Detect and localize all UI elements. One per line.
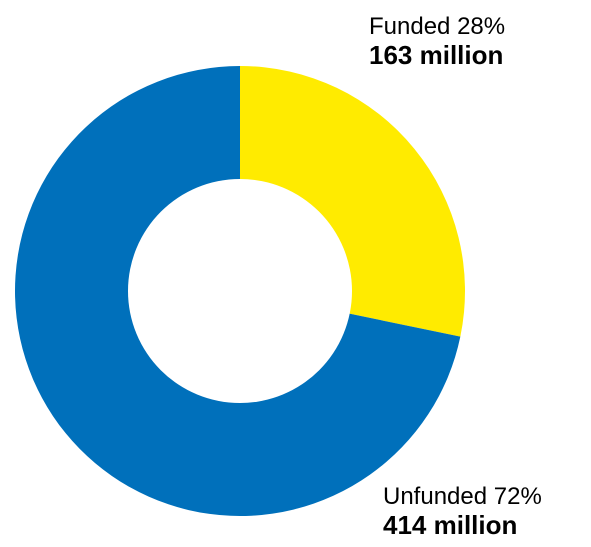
unfunded-label: Unfunded 72% 414 million (383, 483, 542, 540)
donut-hole (128, 179, 352, 403)
funded-label: Funded 28% 163 million (369, 13, 505, 70)
funded-percent-label: Funded 28% (369, 13, 506, 40)
funded-value-label: 163 million (369, 39, 504, 70)
unfunded-percent-label: Unfunded 72% (383, 483, 542, 510)
unfunded-value-label: 414 million (383, 509, 518, 540)
